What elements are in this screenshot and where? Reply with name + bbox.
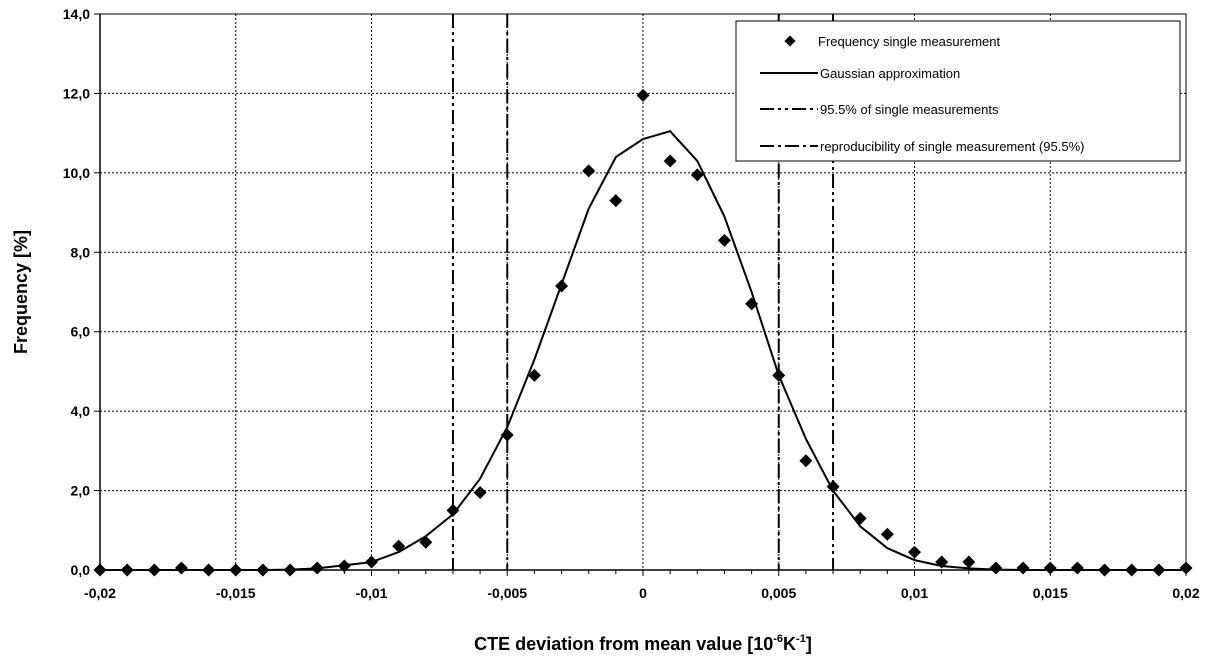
legend-label-955: 95.5% of single measurements — [820, 102, 999, 117]
data-point — [365, 555, 378, 569]
x-tick-label: -0,005 — [487, 585, 527, 601]
data-point — [609, 194, 623, 208]
data-point — [853, 511, 867, 525]
y-tick-label: 0,0 — [71, 562, 91, 578]
data-point — [935, 555, 949, 569]
data-point — [582, 164, 596, 178]
x-tick-label: -0,02 — [84, 585, 116, 601]
y-tick-label: 8,0 — [71, 244, 91, 260]
data-point — [1016, 561, 1030, 575]
y-tick-label: 4,0 — [71, 403, 91, 419]
data-point — [717, 233, 731, 247]
legend-label-gaussian: Gaussian approximation — [820, 66, 960, 81]
x-tick-label: 0,015 — [1033, 585, 1068, 601]
x-tick-label: -0,01 — [356, 585, 388, 601]
x-tick-label: 0,01 — [901, 585, 928, 601]
legend-marker-diamond — [784, 35, 796, 47]
x-tick-label: 0,02 — [1172, 585, 1199, 601]
x-axis-title: CTE deviation from mean value [10-6K-1] — [474, 633, 812, 654]
reference-lines — [451, 14, 835, 570]
legend-label-markers: Frequency single measurement — [818, 34, 1000, 49]
data-point — [555, 279, 569, 293]
y-tick-label: 12,0 — [63, 85, 90, 101]
data-point — [690, 168, 704, 182]
data-point — [473, 486, 487, 500]
data-markers — [93, 88, 1193, 577]
data-point — [745, 297, 759, 311]
data-point — [527, 368, 541, 382]
data-point — [636, 88, 650, 102]
data-point — [500, 428, 514, 442]
x-tick-label: -0,015 — [216, 585, 256, 601]
legend: Frequency single measurement Gaussian ap… — [735, 20, 1181, 162]
data-point — [663, 154, 677, 168]
data-point — [310, 561, 324, 575]
y-tick-label: 6,0 — [71, 324, 91, 340]
legend-box — [735, 20, 1181, 162]
data-point — [419, 535, 433, 549]
y-tick-labels: 0,0 2,0 4,0 6,0 8,0 10,0 12,0 14,0 — [63, 6, 90, 578]
data-point — [174, 561, 188, 575]
data-point — [880, 527, 894, 541]
y-tick-label: 10,0 — [63, 165, 90, 181]
data-point — [962, 555, 976, 569]
data-point — [1179, 561, 1193, 575]
y-tick-label: 2,0 — [71, 483, 91, 499]
x-tick-labels: -0,02 -0,015 -0,01 -0,005 0 0,005 0,01 0,015 0,0… — [84, 585, 1200, 601]
legend-label-reproducibility: reproducibility of single measurement (9… — [820, 139, 1084, 154]
x-tick-label: 0,005 — [761, 585, 796, 601]
data-point — [392, 539, 406, 553]
data-point — [826, 480, 840, 494]
data-point — [1070, 561, 1084, 575]
x-tick-label: 0 — [639, 585, 647, 601]
data-point — [446, 503, 460, 517]
data-point — [989, 561, 1003, 575]
data-point — [772, 368, 786, 382]
data-point — [1043, 561, 1057, 575]
data-point — [799, 454, 813, 468]
axes — [94, 13, 1187, 576]
y-axis-title: Frequency [%] — [11, 230, 31, 354]
y-tick-label: 14,0 — [63, 6, 90, 22]
data-point — [908, 545, 921, 559]
